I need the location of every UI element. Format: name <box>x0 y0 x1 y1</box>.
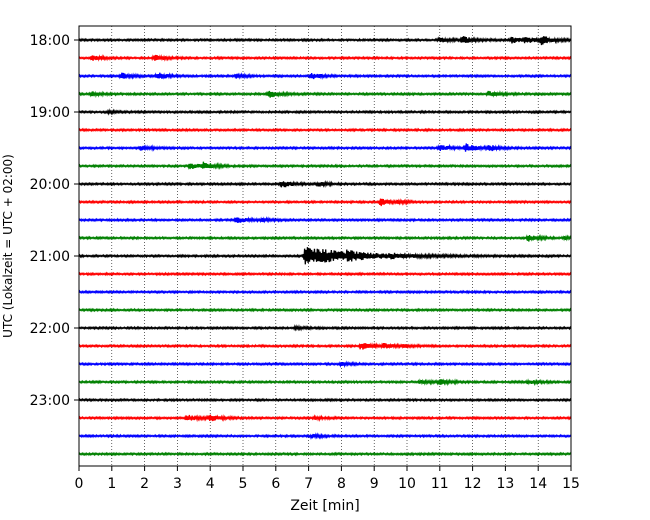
trace-2130 <box>78 289 572 295</box>
trace-2115 <box>78 271 572 277</box>
trace-1845 <box>78 90 572 98</box>
y-tick-label: 18:00 <box>30 33 70 49</box>
x-tick-label: 13 <box>496 476 514 492</box>
trace-1800 <box>78 36 572 46</box>
x-tick-label: 1 <box>107 476 116 492</box>
trace-2145 <box>78 307 572 313</box>
x-tick-label: 7 <box>304 476 313 492</box>
trace-2330 <box>78 432 572 440</box>
trace-1915 <box>78 127 572 133</box>
x-tick-label: 6 <box>271 476 280 492</box>
trace-2200 <box>78 324 572 332</box>
x-tick-label: 10 <box>398 476 416 492</box>
trace-2230 <box>78 360 572 369</box>
x-tick-label: 8 <box>337 476 346 492</box>
y-axis-label: UTC (Lokalzeit = UTC + 02:00) <box>1 154 15 338</box>
trace-2100 <box>78 247 572 265</box>
trace-2215 <box>78 342 572 350</box>
x-tick-label: 12 <box>464 476 482 492</box>
x-tick-label: 3 <box>173 476 182 492</box>
y-tick-label: 22:00 <box>30 321 70 337</box>
plot-frame <box>78 25 572 467</box>
x-axis-ticks: 0 1 2 3 4 5 6 7 8 9 10 11 12 13 14 15 <box>75 466 580 492</box>
trace-1830 <box>78 72 572 81</box>
trace-1930 <box>78 143 572 152</box>
x-tick-label: 15 <box>562 476 580 492</box>
y-tick-label: 21:00 <box>30 249 70 265</box>
seismogram-traces <box>78 36 572 457</box>
y-tick-label: 20:00 <box>30 177 70 193</box>
plot-background <box>79 26 571 466</box>
trace-2345 <box>78 451 572 457</box>
x-tick-label: 5 <box>239 476 248 492</box>
trace-2015 <box>78 198 572 207</box>
trace-2030 <box>78 216 572 224</box>
x-tick-label: 4 <box>206 476 215 492</box>
trace-1945 <box>78 161 572 170</box>
y-axis-ticks: 18:00 19:00 20:00 21:00 22:00 23:00 <box>30 33 79 409</box>
vertical-grid <box>111 26 539 466</box>
x-tick-label: 14 <box>529 476 547 492</box>
trace-2000 <box>78 179 572 189</box>
trace-2245 <box>78 378 572 387</box>
x-tick-label: 9 <box>370 476 379 492</box>
x-axis-label: Zeit [min] <box>290 498 359 514</box>
trace-1900 <box>78 108 572 116</box>
x-tick-label: 0 <box>75 476 84 492</box>
x-tick-label: 11 <box>431 476 449 492</box>
trace-1815 <box>78 53 572 62</box>
y-tick-label: 23:00 <box>30 393 70 409</box>
x-tick-label: 2 <box>140 476 149 492</box>
trace-2300 <box>78 397 572 403</box>
y-tick-label: 19:00 <box>30 105 70 121</box>
trace-2315 <box>78 414 572 423</box>
trace-2045 <box>78 234 572 242</box>
